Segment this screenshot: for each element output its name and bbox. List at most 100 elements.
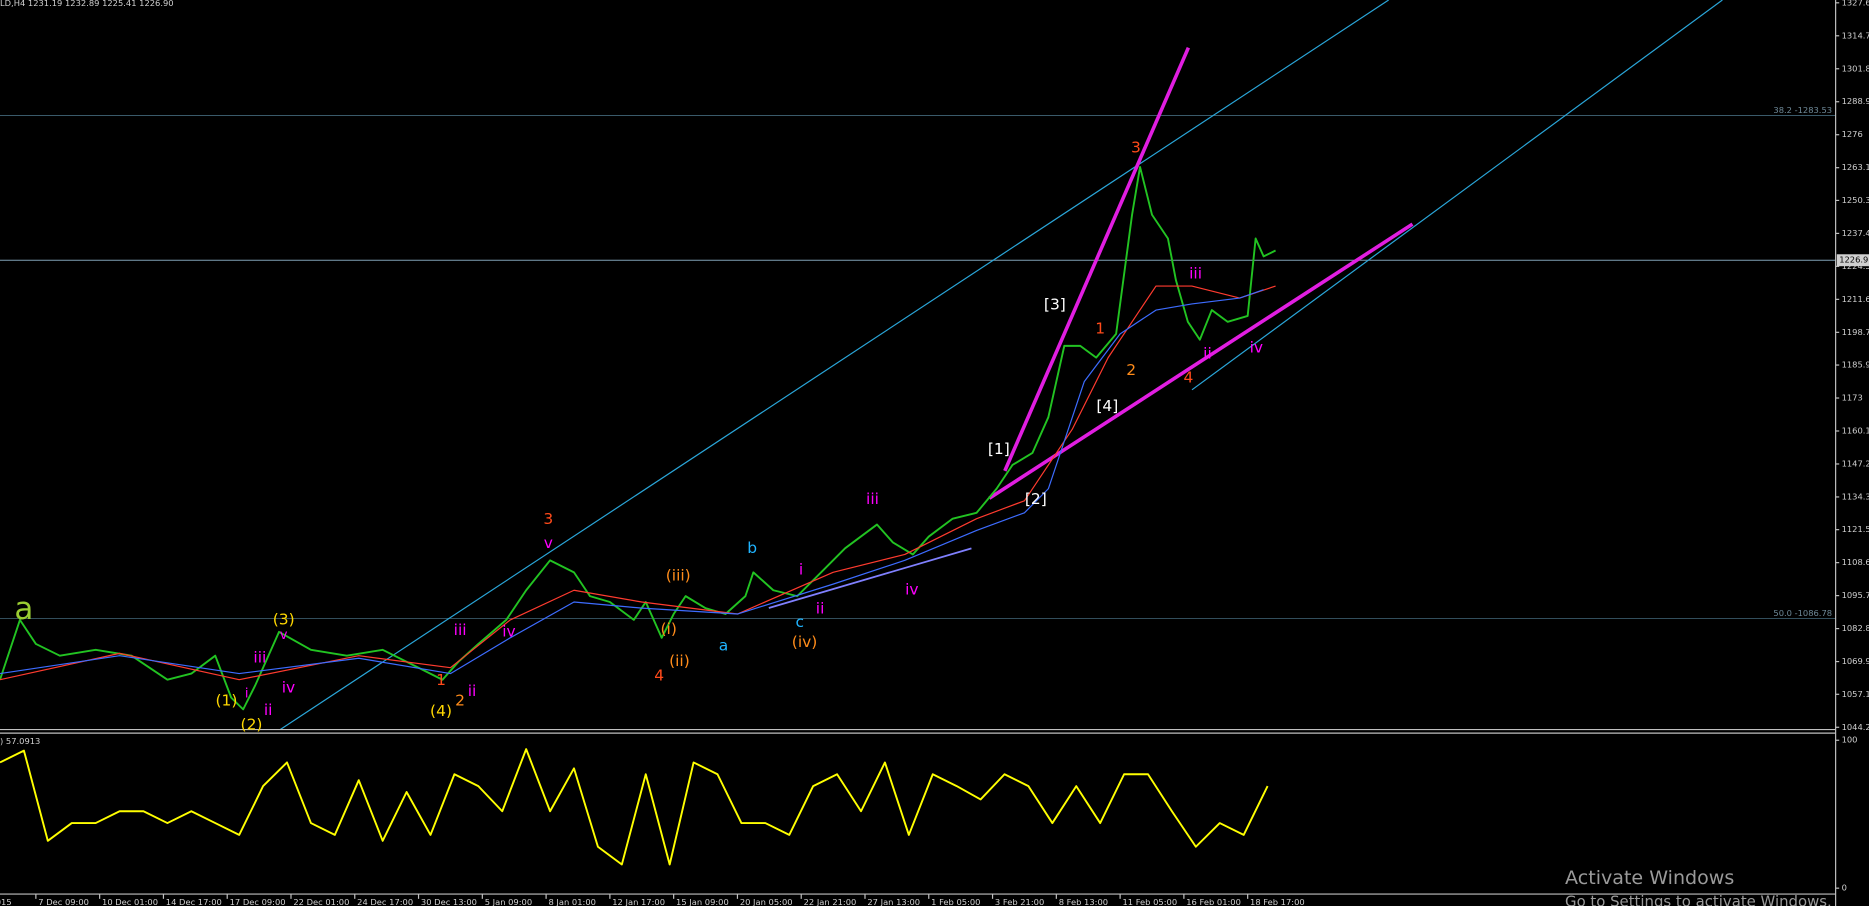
current-price-box bbox=[1836, 254, 1869, 267]
wave-label: iv bbox=[905, 581, 918, 599]
y-tick-label: 1108.6 bbox=[1842, 557, 1869, 567]
x-tick-label: 1 Feb 05:00 bbox=[931, 897, 980, 906]
wave-label: b bbox=[747, 539, 757, 557]
series-line bbox=[0, 289, 1264, 675]
wave-label: 2 bbox=[1126, 361, 1136, 379]
x-tick-label: 8 Feb 13:00 bbox=[1059, 897, 1108, 906]
price-series bbox=[0, 165, 1276, 866]
wave-label: (iv) bbox=[792, 633, 818, 651]
wave-label: a bbox=[14, 591, 33, 627]
wave-label: iii bbox=[253, 649, 266, 667]
wave-label: [3] bbox=[1044, 296, 1066, 314]
x-tick-label: 20 Jan 05:00 bbox=[740, 897, 793, 906]
x-tick-label: 17 Dec 09:00 bbox=[230, 897, 286, 906]
wave-label: 3 bbox=[543, 510, 553, 528]
x-tick-label: 24 Dec 17:00 bbox=[357, 897, 413, 906]
wave-label: 4 bbox=[1183, 368, 1193, 386]
wave-label: iv bbox=[502, 622, 515, 640]
wave-label: [2] bbox=[1025, 490, 1047, 508]
y-tick-label: 1044.2 bbox=[1842, 722, 1869, 732]
x-tick-label: 3 Feb 21:00 bbox=[995, 897, 1044, 906]
current-price-label: 1226.9 bbox=[1839, 255, 1868, 265]
x-tick-label: 11 Feb 05:00 bbox=[1122, 897, 1177, 906]
wave-label: 4 bbox=[654, 666, 664, 684]
wave-label: 1 bbox=[1095, 320, 1105, 338]
x-tick-label: 2015 bbox=[0, 897, 12, 906]
chart-title: LD,H4 1231.19 1232.89 1225.41 1226.90 bbox=[0, 0, 174, 8]
y-tick-label: 0 bbox=[1842, 883, 1847, 893]
y-tick-label: 1134.3 bbox=[1842, 491, 1869, 501]
x-tick-label: 7 Dec 09:00 bbox=[38, 897, 89, 906]
y-tick-label: 1327.6 bbox=[1842, 0, 1869, 7]
wave-label: (ii) bbox=[669, 652, 690, 670]
wave-label: [4] bbox=[1096, 397, 1118, 415]
y-tick-label: 1147.2 bbox=[1842, 458, 1869, 468]
x-tick-label: 5 Jan 09:00 bbox=[485, 897, 532, 906]
wave-label: v bbox=[280, 628, 288, 643]
y-tick-label: 1276 bbox=[1842, 129, 1863, 139]
channel-line bbox=[1191, 0, 1723, 391]
y-tick-label: 1185.9 bbox=[1842, 360, 1869, 370]
y-tick-label: 1121.5 bbox=[1842, 524, 1869, 534]
wave-label: v bbox=[544, 534, 553, 552]
wave-label: ii bbox=[468, 682, 477, 700]
y-tick-label: 1301.8 bbox=[1842, 63, 1869, 73]
wave-label: a bbox=[719, 637, 728, 655]
wave-label: (1) bbox=[216, 691, 238, 709]
wave-label: 1 bbox=[436, 671, 446, 689]
x-tick-label: 22 Dec 01:00 bbox=[293, 897, 349, 906]
x-tick-label: 30 Dec 13:00 bbox=[421, 897, 477, 906]
wave-label: [1] bbox=[988, 440, 1010, 458]
y-tick-label: 1057.1 bbox=[1842, 689, 1869, 699]
fib-label: 38.2 -1283.53 bbox=[1773, 105, 1832, 115]
x-tick-label: 27 Jan 13:00 bbox=[867, 897, 920, 906]
x-tick-label: 8 Jan 01:00 bbox=[548, 897, 595, 906]
x-tick-label: 18 Feb 17:00 bbox=[1250, 897, 1305, 906]
wave-label: 2 bbox=[455, 691, 465, 709]
wave-label: c bbox=[796, 613, 805, 631]
levels: 38.2 -1283.53 50.0 -1086.78 bbox=[0, 105, 1836, 619]
y-tick-label: 100 bbox=[1842, 735, 1858, 745]
series-line bbox=[0, 285, 1276, 681]
y-tick-label: 1069.9 bbox=[1842, 656, 1869, 666]
y-tick-label: 1314.7 bbox=[1842, 30, 1869, 40]
fib-label: 50.0 -1086.78 bbox=[1773, 608, 1832, 618]
trend-line bbox=[1003, 46, 1191, 472]
wave-label: i bbox=[245, 686, 249, 701]
wave-label: (4) bbox=[430, 702, 452, 720]
y-tick-label: 1263.1 bbox=[1842, 162, 1869, 172]
y-tick-label: 1173 bbox=[1842, 393, 1863, 403]
y-tick-label: 1082.8 bbox=[1842, 623, 1869, 633]
wave-label: i bbox=[799, 560, 803, 578]
wave-label: (3) bbox=[273, 610, 295, 628]
y-tick-label: 1198.7 bbox=[1842, 327, 1869, 337]
y-tick-label: 1250.3 bbox=[1842, 195, 1869, 205]
indicator-title: ) 57.0913 bbox=[0, 736, 40, 746]
channel-line bbox=[279, 0, 1389, 731]
x-tick-label: 16 Feb 01:00 bbox=[1186, 897, 1241, 906]
x-tick-label: 10 Dec 01:00 bbox=[102, 897, 158, 906]
x-tick-label: 22 Jan 21:00 bbox=[804, 897, 857, 906]
y-tick-label: 1237.4 bbox=[1842, 228, 1869, 238]
wave-label: (iii) bbox=[666, 566, 691, 584]
x-tick-label: 14 Dec 17:00 bbox=[166, 897, 222, 906]
wave-label: iii bbox=[1189, 265, 1202, 283]
wave-label: iii bbox=[866, 490, 879, 508]
wave-label: iii bbox=[454, 621, 467, 639]
watermark: Activate Windows bbox=[1565, 867, 1734, 889]
y-tick-label: 1288.9 bbox=[1842, 96, 1869, 106]
y-tick-label: 1160.1 bbox=[1842, 425, 1869, 435]
y-tick-label: 1095.7 bbox=[1842, 590, 1869, 600]
wave-label: (2) bbox=[241, 715, 263, 733]
x-tick-label: 15 Jan 09:00 bbox=[676, 897, 729, 906]
wave-label: iv bbox=[1250, 339, 1263, 357]
series-line bbox=[0, 165, 1276, 711]
wave-label: iv bbox=[282, 678, 295, 696]
wave-label: 3 bbox=[1131, 138, 1141, 156]
watermark: Go to Settings to activate Windows. bbox=[1565, 892, 1832, 906]
y-tick-label: 1211.6 bbox=[1842, 294, 1869, 304]
wave-label: ii bbox=[1203, 345, 1212, 363]
trend-line bbox=[768, 547, 972, 609]
